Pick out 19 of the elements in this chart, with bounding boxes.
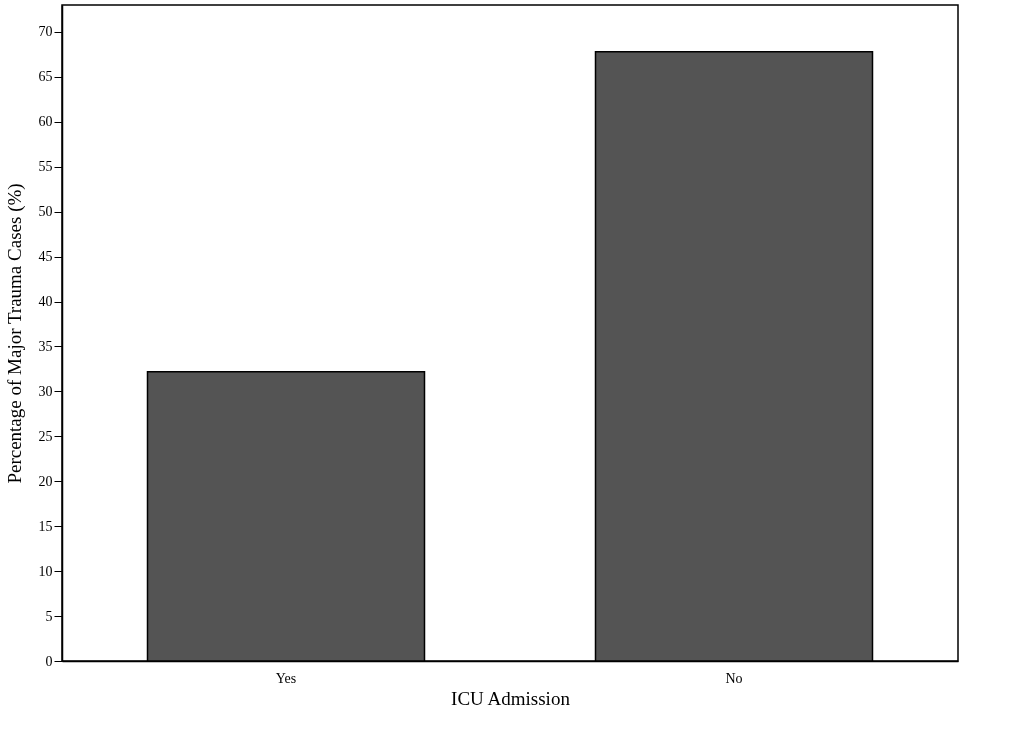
y-tick-label: 65 [38,69,53,85]
y-axis-title: Percentage of Major Trauma Cases (%) [3,183,26,484]
x-tick-label: No [725,670,743,686]
y-tick-label: 45 [38,249,53,265]
y-tick-label: 25 [38,428,53,444]
y-tick-label: 60 [38,114,53,130]
x-tick-label: Yes [275,670,297,686]
y-tick-label: 30 [38,383,53,399]
y-tick-label: 10 [38,563,53,579]
y-tick-label: 55 [38,159,53,175]
y-tick-label: 35 [38,338,53,354]
x-axis-title: ICU Admission [451,687,571,709]
y-tick-label: 20 [38,473,53,489]
y-tick-label: 5 [45,608,53,624]
y-tick-label: 0 [45,653,53,669]
y-tick-label: 50 [38,204,53,220]
y-tick-label: 70 [38,24,53,40]
y-tick-label: 15 [38,518,53,534]
y-tick-label: 40 [38,294,53,310]
